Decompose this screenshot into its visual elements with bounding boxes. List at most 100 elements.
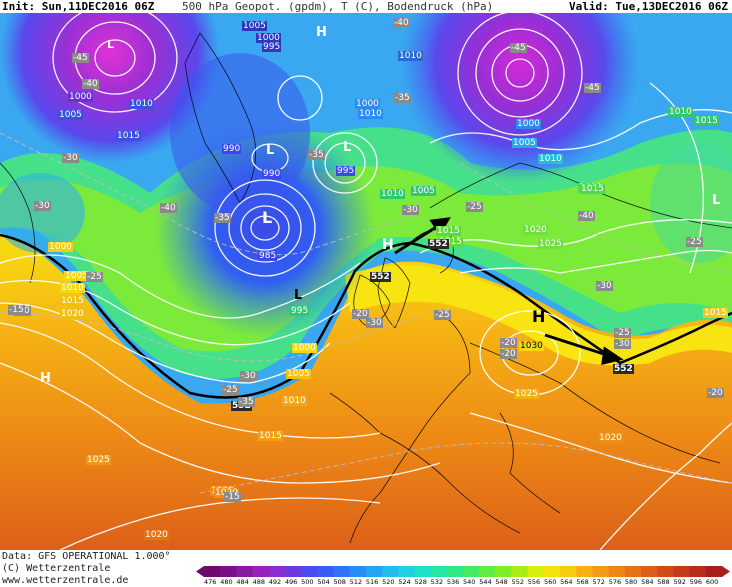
legend-swatch: [495, 566, 513, 577]
legend-swatch: [268, 566, 286, 577]
isotherm-label: -25: [686, 237, 703, 247]
legend-swatch: [365, 566, 383, 577]
legend-swatch: [446, 566, 464, 577]
legend-swatch: [204, 566, 221, 577]
legend-swatch: [608, 566, 626, 577]
isobar-label: 1005: [58, 110, 83, 120]
isobar-label: 985: [258, 251, 278, 261]
legend-swatch: [382, 566, 399, 577]
legend-tick: 556: [527, 578, 541, 586]
legend-swatch: [333, 566, 351, 577]
isobar-label: 1010: [668, 107, 693, 117]
legend-swatch: [430, 566, 448, 577]
legend-swatch: [705, 566, 723, 577]
legend-tick: 564: [560, 578, 573, 586]
isotherm-label: -45: [584, 83, 601, 93]
isobar-label: 1005: [411, 186, 436, 196]
isobar-label: 1010: [358, 109, 383, 119]
legend-tick: 568: [576, 578, 589, 586]
isobar-label: 1015: [580, 184, 605, 194]
map-canvas: [0, 13, 732, 550]
isotherm-label: -25: [86, 272, 103, 282]
low-label: L: [107, 38, 115, 51]
isobar-label: 1010: [60, 283, 85, 293]
low-label: L: [266, 143, 275, 158]
isobar-label: 1020: [60, 309, 85, 319]
legend-tick: 476: [204, 578, 217, 586]
high-label: H: [382, 237, 394, 253]
legend-swatch: [511, 566, 529, 577]
weather-map: H L L L L H H H L L 1005 1000 995 1010 1…: [0, 13, 732, 550]
low-east: [650, 143, 732, 263]
isotherm-label: -30: [596, 281, 613, 291]
legend-tick: 592: [673, 578, 686, 586]
isobar-label: 1025: [538, 239, 563, 249]
isotherm-label: -35: [238, 397, 255, 407]
isobar-label: 1020: [523, 225, 548, 235]
isotherms: [0, 132, 732, 494]
isobar-label: 1025: [86, 455, 111, 465]
legend-swatch: [463, 566, 480, 577]
isobar-label: 1000: [292, 343, 317, 353]
legend-tick: 584: [641, 578, 654, 586]
isotherm-label: -20: [500, 338, 517, 348]
isotherm-label: -20: [707, 388, 724, 398]
isobar-label: 1025: [514, 389, 539, 399]
legend-tick: 560: [543, 578, 557, 586]
legend-swatch: [543, 566, 561, 577]
isobar-label: 1020: [598, 433, 623, 443]
isotherm-label: -30: [62, 153, 79, 163]
contour-552-label: 552: [613, 364, 634, 374]
legend-min-arrow: [196, 566, 204, 577]
contour-552: [0, 233, 732, 399]
legend-tick: 536: [446, 578, 460, 586]
isobar-label: 1010: [380, 189, 405, 199]
legend-tick: 548: [495, 578, 508, 586]
legend-swatch: [624, 566, 642, 577]
isobar-label: 1005: [512, 138, 537, 148]
isotherm-label: -35: [308, 150, 325, 160]
isobar-label: 1015: [60, 296, 85, 306]
isotherm-label: -25: [222, 385, 239, 395]
isobar-label: 990: [222, 144, 242, 154]
isobar-label: 1005: [64, 271, 89, 281]
legend-tick: 544: [479, 578, 492, 586]
legend-tick: 600: [705, 578, 719, 586]
legend-swatch: [317, 566, 334, 577]
website-link[interactable]: www.wetterzentrale.de: [2, 575, 129, 586]
legend-swatch: [414, 566, 432, 577]
isobar-label: 1000: [516, 119, 541, 129]
map-header: Init: Sun,11DEC2016 06Z 500 hPa Geopot. …: [0, 0, 732, 13]
isotherm-label: -20: [352, 309, 369, 319]
isotherm-label: -40: [578, 211, 595, 221]
isobar-label: 1030: [519, 341, 544, 351]
isobar-label: 995: [262, 42, 282, 52]
legend-swatch: [592, 566, 610, 577]
isotherm-label: -15: [224, 492, 241, 502]
low-label: L: [712, 193, 721, 208]
isobar-label: 1015: [116, 131, 141, 141]
copyright: (C) Wetterzentrale: [2, 563, 111, 574]
isobar-label: 1010: [538, 154, 563, 164]
contour-552-label: 552: [428, 239, 449, 249]
isobar-label: 1015: [694, 116, 719, 126]
isotherm-label: -30: [614, 339, 631, 349]
legend-swatch: [576, 566, 593, 577]
low-label: L: [294, 288, 303, 303]
isotherm-label: -40: [393, 18, 410, 28]
legend-tick: 480: [220, 578, 233, 586]
isobar-label: 1015: [436, 226, 461, 236]
legend-tick: 500: [301, 578, 314, 586]
isobar-label: 1015: [258, 431, 283, 441]
legend-tick: 484: [236, 578, 249, 586]
isobar-label: 1000: [48, 242, 73, 252]
legend-tick: 488: [252, 578, 265, 586]
isobar-label: 1000: [68, 92, 93, 102]
legend-swatch: [527, 566, 545, 577]
isotherm-label: -45: [72, 53, 89, 63]
legend-swatch: [301, 566, 318, 577]
isobar-label: 1010: [282, 396, 307, 406]
legend-tick: 512: [349, 578, 363, 586]
isobar-label: 1020: [144, 530, 169, 540]
legend-tick: 504: [317, 578, 330, 586]
